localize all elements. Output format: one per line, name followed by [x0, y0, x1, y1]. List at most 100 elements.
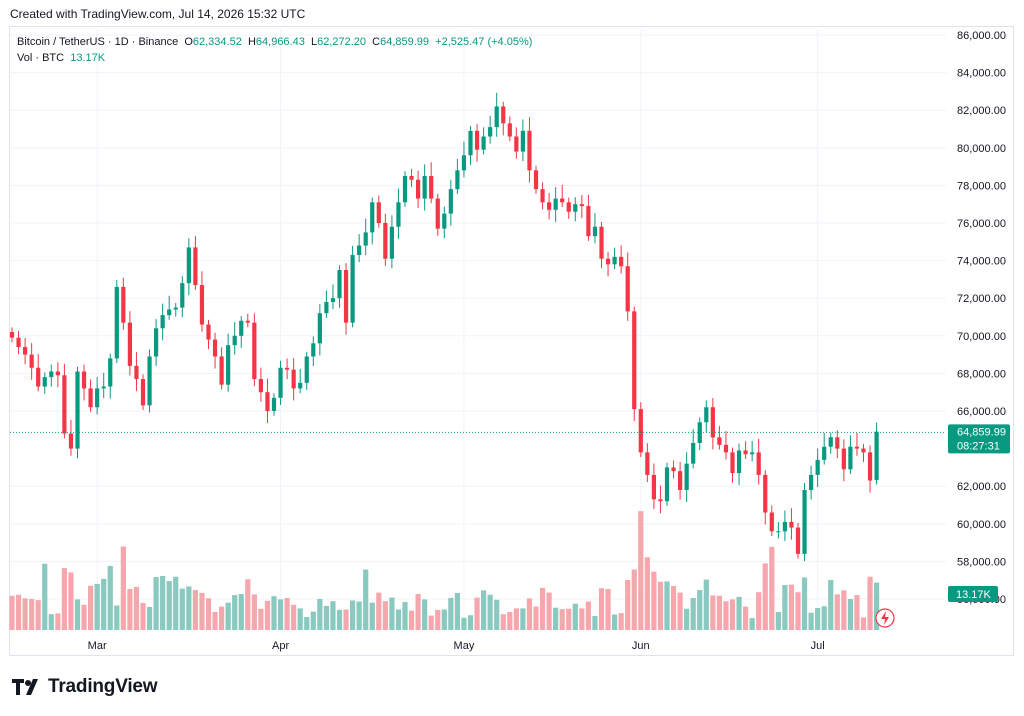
candle-body	[710, 407, 715, 438]
volume-bar	[264, 600, 271, 630]
volume-bar	[598, 588, 605, 630]
candle-body	[533, 170, 539, 190]
candle-body	[815, 459, 820, 475]
candle-body	[579, 204, 584, 207]
candle-body	[258, 379, 263, 393]
candle-body	[592, 226, 598, 237]
candle-body	[167, 309, 172, 316]
volume-bar	[225, 602, 231, 630]
volume-bar	[454, 592, 460, 630]
candle-body	[317, 313, 322, 344]
candle-body	[337, 270, 342, 299]
created-with-text: Created with TradingView.com, Jul 14, 20…	[10, 7, 306, 21]
candle-body	[396, 202, 401, 227]
candle-body	[383, 223, 388, 259]
volume-bar	[775, 612, 781, 630]
volume-bar	[68, 572, 74, 630]
volume-bar	[330, 601, 336, 630]
candle-body	[29, 354, 34, 368]
candle-body	[560, 198, 565, 203]
volume-bar	[284, 597, 290, 630]
volume-bar	[507, 612, 513, 630]
candle-body	[212, 339, 218, 357]
candle-body	[324, 301, 329, 314]
price-tick-label: 86,000.00	[957, 30, 1006, 42]
candle-body	[409, 176, 414, 180]
volume-bar	[238, 594, 244, 630]
volume-bar	[585, 601, 591, 630]
volume-bar	[258, 608, 264, 630]
candle-body	[730, 452, 735, 474]
tradingview-logo[interactable]: TradingView	[12, 676, 158, 698]
legend-volume-label[interactable]: Vol · BTC	[17, 52, 65, 64]
candle-body	[488, 127, 493, 137]
candle-body	[232, 335, 237, 346]
candle-body	[507, 123, 512, 137]
chart-frame[interactable]	[9, 26, 1014, 656]
candle-body	[108, 358, 113, 387]
candle-body	[756, 452, 761, 475]
candle-body	[278, 367, 283, 398]
candle-body	[828, 437, 833, 447]
price-tick-label: 74,000.00	[957, 256, 1006, 268]
candle-body	[357, 245, 362, 255]
volume-bar	[173, 576, 179, 630]
volume-bar	[723, 601, 729, 630]
last-price-label: 64,859.99	[957, 426, 1006, 438]
candle-body	[461, 155, 467, 171]
candle-body	[632, 311, 637, 410]
candle-body	[370, 202, 375, 233]
candle-body	[795, 527, 801, 554]
volume-bar	[513, 608, 519, 630]
candle-body	[402, 176, 408, 203]
candle-body	[343, 270, 349, 323]
volume-bar	[815, 608, 821, 630]
volume-bar	[219, 606, 225, 630]
candle-body	[389, 226, 394, 259]
volume-bar	[684, 608, 690, 630]
volume-bar	[625, 579, 631, 630]
volume-bar	[271, 596, 277, 630]
candle-body	[271, 397, 277, 411]
legend-low-label: L	[310, 36, 318, 48]
candle-body	[723, 444, 729, 453]
candle-body	[553, 198, 558, 210]
legend-symbol[interactable]: Bitcoin / TetherUS · 1D · Binance	[17, 36, 179, 48]
last-price-marks: 64,859.99 08:27:31 13.17K	[10, 424, 1010, 628]
volume-bar	[9, 595, 15, 630]
candle-body	[101, 386, 106, 389]
volume-bar	[618, 613, 624, 630]
candle-body	[42, 377, 47, 387]
volume-bar	[481, 590, 487, 630]
price-tick-label: 82,000.00	[957, 105, 1006, 117]
candle-body	[291, 369, 296, 389]
volume-bar	[874, 582, 880, 630]
volume-bar	[500, 614, 506, 630]
volume-bar	[808, 612, 814, 630]
candle-body	[455, 170, 460, 190]
volume-bar	[788, 584, 795, 630]
tradingview-logo-icon	[12, 679, 38, 695]
volume-bar	[710, 595, 716, 630]
volume-bar	[297, 608, 303, 630]
chart-legend: Bitcoin / TetherUS · 1D · Binance O62,33…	[17, 34, 532, 66]
volume-bar	[782, 585, 788, 630]
volume-bar	[127, 588, 133, 630]
candle-body	[206, 324, 211, 340]
candle-body	[520, 130, 525, 152]
candle-body	[743, 450, 748, 455]
volume-bar	[395, 609, 402, 630]
volume-bar	[350, 600, 356, 630]
volume-bar	[435, 609, 441, 630]
candle-body	[140, 379, 146, 406]
price-tick-label: 76,000.00	[957, 218, 1006, 230]
volume-bar	[415, 594, 421, 630]
candle-body	[88, 388, 93, 408]
price-tick-label: 66,000.00	[957, 406, 1006, 418]
candle-body	[114, 286, 119, 359]
legend-high: 64,966.43	[255, 36, 305, 48]
volume-bar	[310, 611, 316, 630]
volume-bar	[179, 588, 185, 630]
volume-bar	[638, 511, 644, 630]
